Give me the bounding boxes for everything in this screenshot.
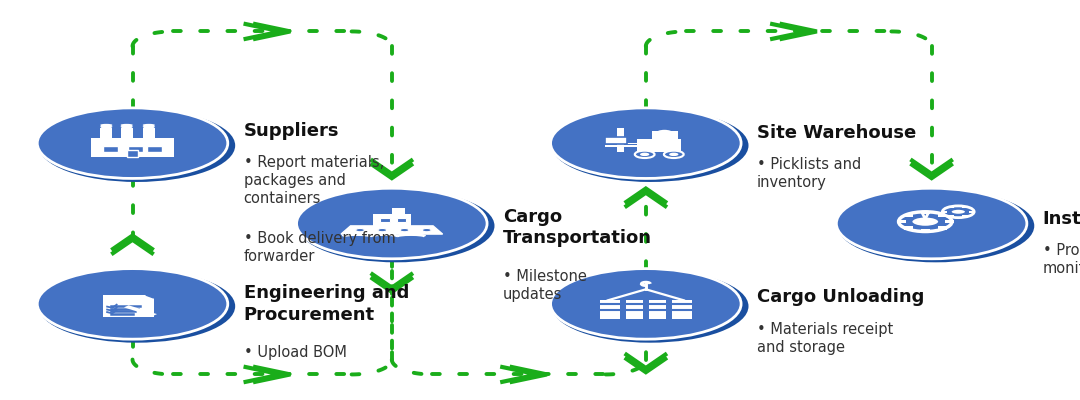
Text: • Picklists and
inventory: • Picklists and inventory [757,157,861,190]
FancyBboxPatch shape [605,137,627,144]
Circle shape [664,151,684,158]
Circle shape [635,151,654,158]
FancyBboxPatch shape [962,206,969,208]
FancyBboxPatch shape [637,139,680,152]
FancyBboxPatch shape [948,215,955,218]
Circle shape [38,269,228,339]
Polygon shape [146,295,153,298]
Bar [665,300,672,319]
Bar [100,128,112,138]
FancyBboxPatch shape [896,220,905,223]
Bar [147,146,162,152]
Circle shape [552,109,748,182]
Text: Suppliers: Suppliers [244,122,339,140]
FancyBboxPatch shape [91,138,175,156]
FancyBboxPatch shape [904,226,913,230]
Bar [617,128,624,152]
Circle shape [551,108,741,178]
Circle shape [400,228,409,232]
FancyBboxPatch shape [600,300,691,319]
Text: Site Warehouse: Site Warehouse [757,124,916,142]
Text: Engineering and
Procurement: Engineering and Procurement [244,284,409,324]
FancyBboxPatch shape [921,229,930,232]
FancyBboxPatch shape [941,210,947,213]
Circle shape [38,108,228,178]
Circle shape [551,269,741,339]
Text: • Milestone
updates: • Milestone updates [503,268,586,302]
Bar [121,128,133,138]
Circle shape [950,209,966,214]
Text: Cargo Unloading: Cargo Unloading [757,288,924,306]
Polygon shape [124,305,157,316]
FancyBboxPatch shape [969,210,975,213]
Circle shape [378,228,387,232]
Circle shape [298,190,495,262]
Bar [643,300,649,319]
Text: • Book delivery from
forwarder: • Book delivery from forwarder [244,231,395,264]
Circle shape [836,188,1027,259]
Circle shape [899,212,951,232]
Text: Cargo
Transportation: Cargo Transportation [503,208,652,247]
Circle shape [657,130,673,136]
Text: • Progress
monitoring: • Progress monitoring [1043,243,1080,276]
FancyBboxPatch shape [104,295,153,317]
Bar [103,146,118,152]
Bar [392,208,405,214]
Circle shape [552,270,748,343]
Polygon shape [341,226,443,234]
Circle shape [422,228,431,232]
Bar [605,142,637,144]
Text: Installations: Installations [1043,210,1080,228]
FancyBboxPatch shape [945,220,954,223]
Circle shape [640,153,649,156]
Bar [605,145,637,147]
FancyBboxPatch shape [962,215,969,218]
Circle shape [38,270,235,343]
FancyBboxPatch shape [937,226,947,230]
Text: • Materials receipt
and storage: • Materials receipt and storage [757,322,893,354]
FancyBboxPatch shape [904,214,913,217]
FancyBboxPatch shape [373,214,410,226]
Bar [143,128,154,138]
Bar [127,146,143,152]
Circle shape [355,228,365,232]
Bar [126,150,138,156]
Bar [397,218,406,222]
FancyBboxPatch shape [937,214,947,217]
Circle shape [38,109,235,182]
Circle shape [670,153,678,156]
FancyBboxPatch shape [921,211,930,214]
Circle shape [912,216,940,227]
Text: • Upload BOM: • Upload BOM [244,345,347,360]
Circle shape [297,188,487,259]
Circle shape [943,206,974,218]
Bar [380,218,390,222]
Circle shape [837,190,1035,262]
FancyBboxPatch shape [651,131,678,139]
Bar [620,300,626,319]
FancyBboxPatch shape [948,206,955,208]
Text: • Report materials,
packages and
containers: • Report materials, packages and contain… [244,155,383,206]
